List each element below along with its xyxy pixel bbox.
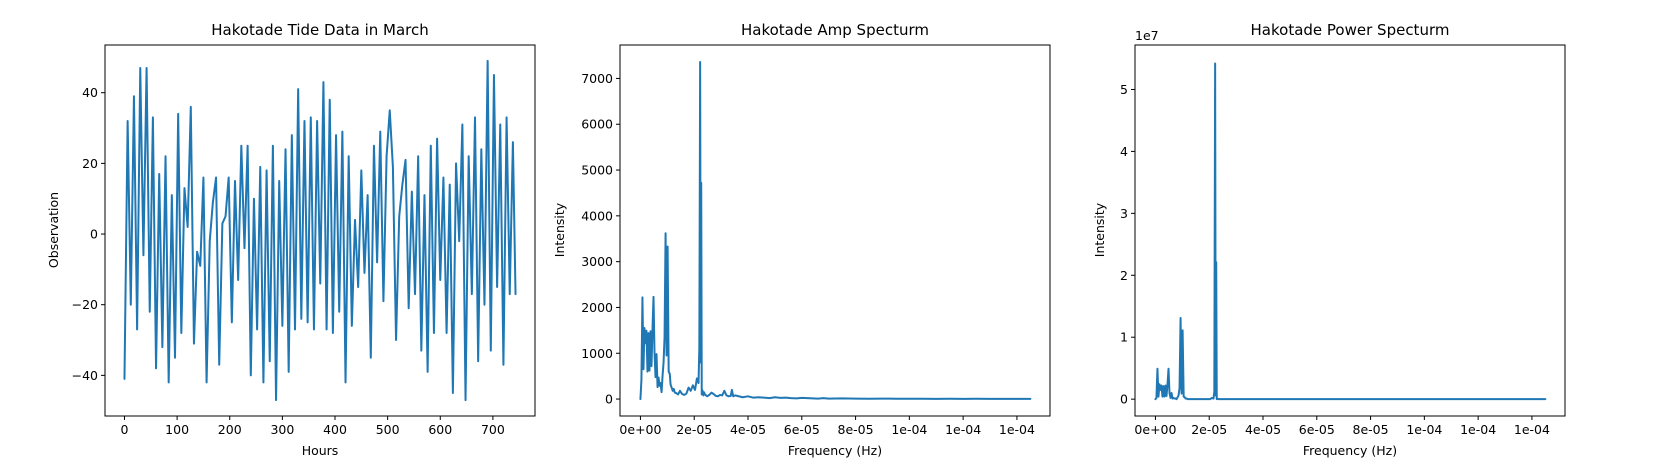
x-tick-label: 4e-05 bbox=[1245, 422, 1281, 437]
x-tick-label: 100 bbox=[165, 422, 189, 437]
x-tick-label: 6e-05 bbox=[784, 422, 820, 437]
y-tick-label: 5 bbox=[1120, 82, 1128, 97]
y-tick-label: 4000 bbox=[581, 208, 613, 223]
y-tick-label: −20 bbox=[72, 297, 98, 312]
y-tick-label: −40 bbox=[72, 368, 98, 383]
x-tick-label: 500 bbox=[376, 422, 400, 437]
x-tick-label: 1e-04 bbox=[1460, 422, 1496, 437]
x-tick-label: 2e-05 bbox=[676, 422, 712, 437]
x-tick-label: 400 bbox=[323, 422, 347, 437]
y-tick-label: 0 bbox=[605, 392, 613, 407]
plot-area bbox=[123, 59, 517, 402]
plot-area bbox=[639, 60, 1032, 401]
y-axis-label: Intensity bbox=[552, 202, 567, 257]
x-tick-label: 1e-04 bbox=[1514, 422, 1550, 437]
x-tick-label: 700 bbox=[481, 422, 505, 437]
x-tick-label: 1e-04 bbox=[945, 422, 981, 437]
y-tick-label: 0 bbox=[1120, 392, 1128, 407]
y-tick-label: 3000 bbox=[581, 254, 613, 269]
x-axis-label: Frequency (Hz) bbox=[788, 443, 882, 458]
y-tick-label: 40 bbox=[82, 85, 98, 100]
x-tick-label: 2e-05 bbox=[1191, 422, 1227, 437]
y-axis-label: Intensity bbox=[1092, 202, 1107, 257]
chart-amp-spectrum: Hakotade Amp Specturm 0e+00 2e-05 4e-05 6e-… bbox=[552, 21, 1051, 458]
axes-frame bbox=[1134, 44, 1566, 417]
x-tick-label: 600 bbox=[428, 422, 452, 437]
x-tick-label: 300 bbox=[270, 422, 294, 437]
x-tick-label: 0 bbox=[120, 422, 128, 437]
x-tick-label: 8e-05 bbox=[1353, 422, 1389, 437]
y-tick-label: 4 bbox=[1120, 144, 1128, 159]
y-tick-label: 5000 bbox=[581, 163, 613, 178]
plot-area bbox=[1154, 62, 1547, 401]
y-tick-label: 1 bbox=[1120, 330, 1128, 345]
x-tick-label: 1e-04 bbox=[999, 422, 1035, 437]
x-tick-label: 200 bbox=[218, 422, 242, 437]
x-tick-label: 1e-04 bbox=[891, 422, 927, 437]
chart-tide: Hakotade Tide Data in March 0 100 200 300 40… bbox=[46, 21, 536, 458]
y-tick-label: 6000 bbox=[581, 117, 613, 132]
chart-power-spectrum: Hakotade Power Specturm 0e+00 2e-05 4e-05 6… bbox=[1092, 21, 1566, 458]
series-line bbox=[1154, 62, 1547, 401]
y-tick-label: 2 bbox=[1120, 268, 1128, 283]
chart-title: Hakotade Tide Data in March bbox=[211, 21, 429, 39]
x-axis-label: Frequency (Hz) bbox=[1303, 443, 1397, 458]
series-line bbox=[123, 59, 517, 402]
series-line bbox=[639, 60, 1032, 401]
x-axis-label: Hours bbox=[302, 443, 339, 458]
chart-title: Hakotade Amp Specturm bbox=[741, 21, 929, 39]
x-tick-label: 0e+00 bbox=[619, 422, 661, 437]
x-tick-label: 1e-04 bbox=[1406, 422, 1442, 437]
x-tick-label: 6e-05 bbox=[1299, 422, 1335, 437]
y-tick-label: 3 bbox=[1120, 206, 1128, 221]
y-axis-label: Observation bbox=[46, 192, 61, 268]
y-tick-label: 0 bbox=[90, 227, 98, 242]
y-tick-label: 20 bbox=[82, 156, 98, 171]
axes-frame bbox=[619, 44, 1051, 417]
axes-frame bbox=[104, 44, 536, 417]
chart-title: Hakotade Power Specturm bbox=[1251, 21, 1450, 39]
x-tick-label: 0e+00 bbox=[1134, 422, 1176, 437]
y-axis-scale-label: 1e7 bbox=[1135, 28, 1159, 43]
y-tick-label: 1000 bbox=[581, 346, 613, 361]
x-tick-label: 8e-05 bbox=[838, 422, 874, 437]
y-tick-label: 7000 bbox=[581, 71, 613, 86]
y-tick-label: 2000 bbox=[581, 300, 613, 315]
x-tick-label: 4e-05 bbox=[730, 422, 766, 437]
